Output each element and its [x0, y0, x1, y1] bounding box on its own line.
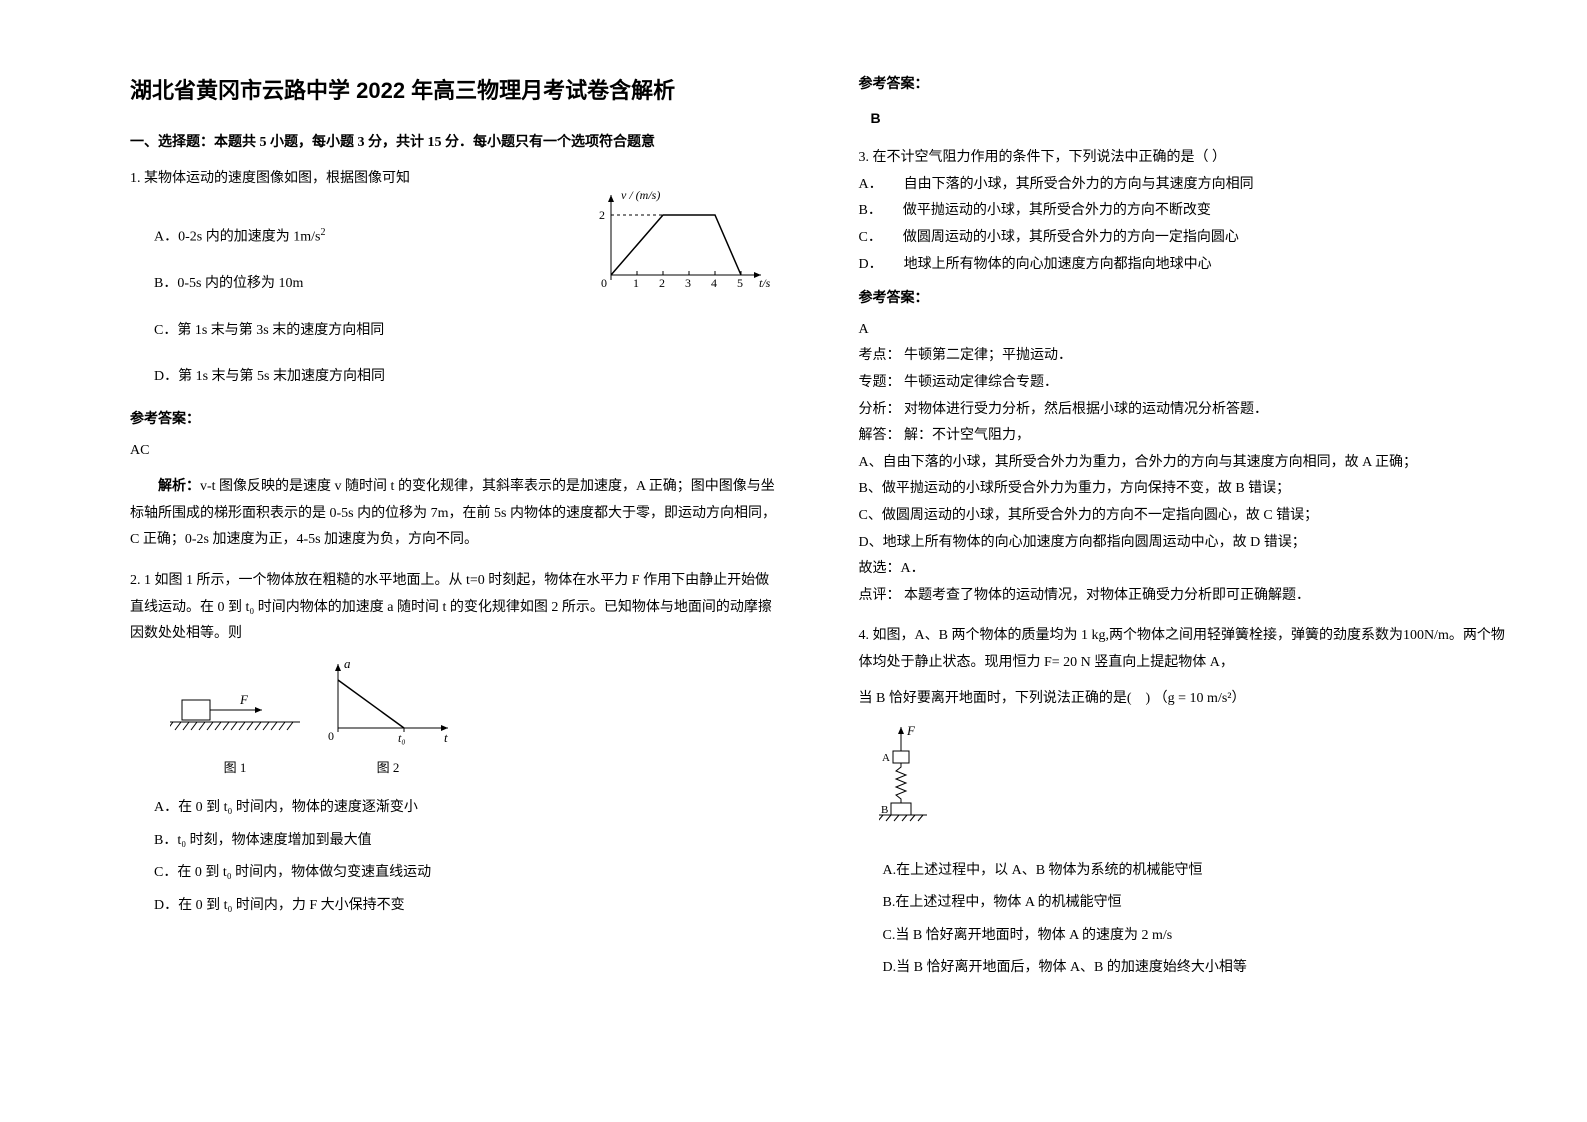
section-heading: 一、选择题：本题共 5 小题，每小题 3 分，共计 15 分．每小题只有一个选项… [130, 130, 779, 157]
q2-fig1: F 图 1 [170, 686, 300, 781]
q3-optA: A． 自由下落的小球，其所受合外力的方向与其速度方向相同 [859, 172, 1508, 199]
svg-text:2: 2 [599, 208, 605, 222]
svg-text:2: 2 [659, 276, 665, 290]
svg-text:3: 3 [685, 276, 691, 290]
svg-text:F: F [239, 692, 249, 707]
q3-jiedaA: A、自由下落的小球，其所受合外力为重力，合外力的方向与其速度方向相同，故 A 正… [859, 450, 1508, 477]
q4-optD: D.当 B 恰好离开地面后，物体 A、B 的加速度始终大小相等 [883, 955, 1508, 982]
q3-kaodian: 考点： 牛顿第二定律；平抛运动． [859, 343, 1508, 370]
svg-text:1: 1 [633, 276, 639, 290]
q4-optB: B.在上述过程中，物体 A 的机械能守恒 [883, 890, 1508, 917]
q2-optC: C．在 0 到 t₀ 时间内，物体做匀变速直线运动 [154, 860, 779, 887]
q1-optC: C．第 1s 末与第 3s 末的速度方向相同 [154, 318, 779, 345]
q3-guxuan: 故选：A． [859, 556, 1508, 583]
q1-graph: v / (m/s) t/s 0 1 2 3 4 5 2 [591, 185, 771, 306]
svg-text:0: 0 [328, 729, 334, 743]
q1-optD: D．第 1s 末与第 5s 末加速度方向相同 [154, 364, 779, 391]
q3-jiedaC: C、做圆周运动的小球，其所受合外力的方向不一定指向圆心，故 C 错误； [859, 503, 1508, 530]
q3-fenxi: 分析： 对物体进行受力分析，然后根据小球的运动情况分析答题． [859, 397, 1508, 424]
q3-optD: D． 地球上所有物体的向心加速度方向都指向地球中心 [859, 252, 1508, 279]
svg-text:0: 0 [601, 276, 607, 290]
left-column: 湖北省黄冈市云路中学 2022 年高三物理月考试卷含解析 一、选择题：本题共 5… [100, 70, 819, 1092]
q3-optC: C． 做圆周运动的小球，其所受合外力的方向一定指向圆心 [859, 225, 1508, 252]
q1-explanation: 解析：v-t 图像反映的是速度 v 随时间 t 的变化规律，其斜率表示的是加速度… [130, 474, 779, 554]
q3-ans: A [859, 317, 1508, 344]
q1-ans-label: 参考答案： [130, 405, 779, 432]
q4-optC: C.当 B 恰好离开地面时，物体 A 的速度为 2 m/s [883, 923, 1508, 950]
q3-zhuanti: 专题： 牛顿运动定律综合专题． [859, 370, 1508, 397]
q1-ans: AC [130, 438, 779, 465]
svg-text:a: a [344, 656, 351, 671]
q4-stem1: 4. 如图，A、B 两个物体的质量均为 1 kg,两个物体之间用轻弹簧栓接，弹簧… [859, 623, 1508, 676]
q2-optD: D．在 0 到 t₀ 时间内，力 F 大小保持不变 [154, 893, 779, 920]
svg-text:F: F [906, 723, 916, 738]
q3-ans-label: 参考答案： [859, 284, 1508, 311]
q4-optA: A.在上述过程中，以 A、B 物体为系统的机械能守恒 [883, 858, 1508, 885]
page-title: 湖北省黄冈市云路中学 2022 年高三物理月考试卷含解析 [130, 70, 779, 112]
svg-text:t/s: t/s [759, 276, 771, 290]
svg-text:A: A [882, 752, 890, 764]
question-3: 3. 在不计空气阻力作用的条件下，下列说法中正确的是（ ） A． 自由下落的小球… [859, 145, 1508, 609]
q4-stem2: 当 B 恰好要离开地面时，下列说法正确的是( ) （g = 10 m/s²） [859, 686, 1508, 713]
q3-dianping: 点评： 本题考查了物体的运动情况，对物体正确受力分析即可正确解题． [859, 583, 1508, 610]
q2-optA: A．在 0 到 t₀ 时间内，物体的速度逐渐变小 [154, 795, 779, 822]
q3-jiedaB: B、做平抛运动的小球所受合外力为重力，方向保持不变，故 B 错误； [859, 476, 1508, 503]
question-1: 1. 某物体运动的速度图像如图，根据图像可知 v / (m/s) t/s 0 1… [130, 166, 779, 554]
question-2: 2. 1 如图 1 所示，一个物体放在粗糙的水平地面上。从 t=0 时刻起，物体… [130, 568, 779, 919]
q3-optB: B． 做平抛运动的小球，其所受合外力的方向不断改变 [859, 198, 1508, 225]
q3-jieda0: 解答： 解：不计空气阻力， [859, 423, 1508, 450]
right-column: 参考答案： B 3. 在不计空气阻力作用的条件下，下列说法中正确的是（ ） A．… [819, 70, 1538, 1092]
q2-ans: B [871, 105, 1508, 132]
q3-jiedaD: D、地球上所有物体的向心加速度方向都指向圆周运动中心，故 D 错误； [859, 530, 1508, 557]
q3-stem: 3. 在不计空气阻力作用的条件下，下列说法中正确的是（ ） [859, 145, 1508, 172]
q2-figures: F 图 1 [170, 656, 779, 781]
svg-text:v / (m/s): v / (m/s) [621, 188, 660, 202]
question-4: 4. 如图，A、B 两个物体的质量均为 1 kg,两个物体之间用轻弹簧栓接，弹簧… [859, 623, 1508, 982]
q2-stem: 2. 1 如图 1 所示，一个物体放在粗糙的水平地面上。从 t=0 时刻起，物体… [130, 568, 779, 648]
svg-text:B: B [881, 804, 888, 816]
svg-text:4: 4 [711, 276, 717, 290]
q2-ans-label: 参考答案： [859, 70, 1508, 97]
q2-fig2: a t 0 t₀ 图 2 [318, 656, 458, 781]
svg-text:t: t [444, 730, 448, 745]
q2-optB: B．t₀ 时刻，物体速度增加到最大值 [154, 828, 779, 855]
q4-figure: F A B [879, 723, 1508, 844]
svg-text:5: 5 [737, 276, 743, 290]
svg-text:t₀: t₀ [398, 731, 406, 745]
